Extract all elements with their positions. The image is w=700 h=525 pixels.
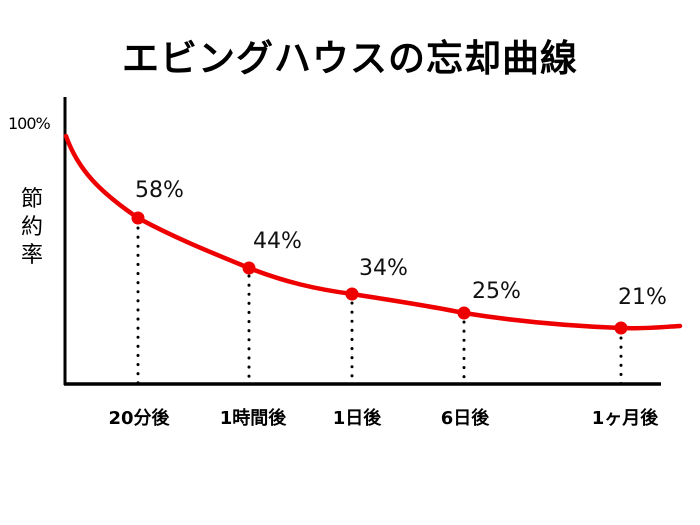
value-label-20min: 58% [135,178,184,203]
forgetting-curve-line [63,133,683,331]
value-label-1hour: 44% [253,229,302,254]
x-tick-1day: 1日後 [332,408,382,429]
value-label-1month: 21% [618,285,667,310]
value-label-6days: 25% [472,279,521,304]
x-tick-1hour: 1時間後 [219,408,287,429]
data-markers [131,211,628,335]
y-axis-label: 節約率 [20,187,43,268]
droplines [136,226,623,386]
value-label-1day: 34% [359,256,408,281]
chart-title: エビングハウスの忘却曲線 [122,37,578,80]
x-tick-20min: 20分後 [108,408,170,429]
y-axis-top-tick: 100% [8,114,51,133]
x-tick-6days: 6日後 [440,408,490,429]
x-tick-1month: 1ヶ月後 [591,408,659,429]
